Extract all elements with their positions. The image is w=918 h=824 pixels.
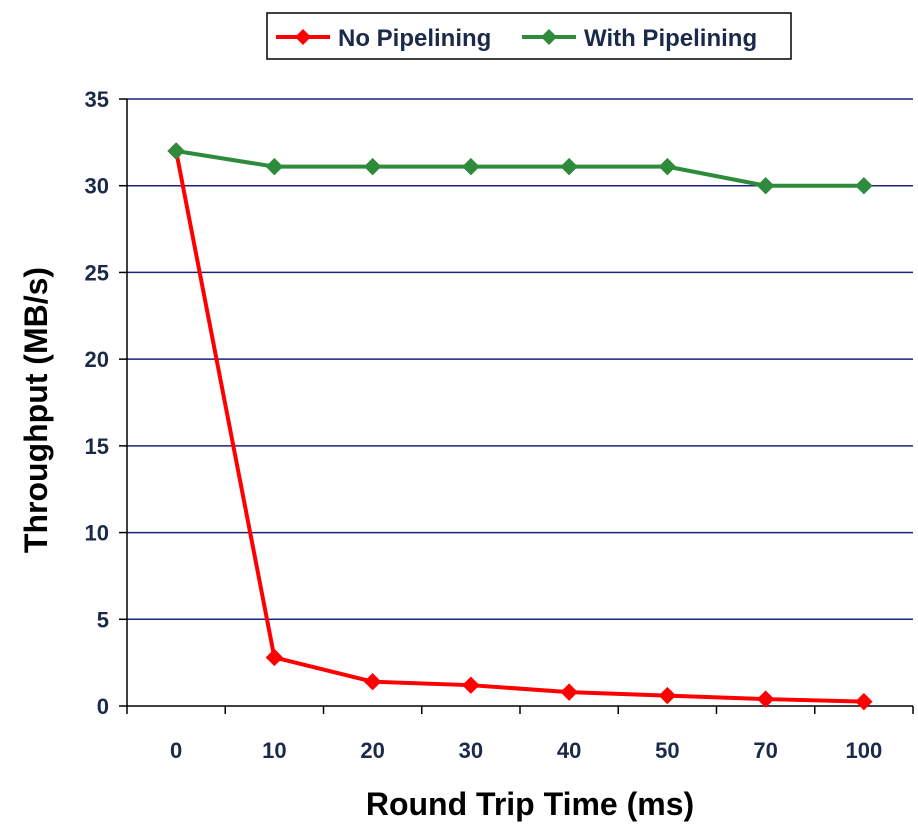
y-tick-label-15: 15 — [85, 434, 109, 459]
series-with-pipelining — [167, 142, 873, 195]
x-tick-label-30: 30 — [459, 738, 483, 763]
point-no-pipelining-50 — [658, 686, 677, 705]
point-with-pipelining-20 — [363, 157, 382, 176]
y-tick-label-30: 30 — [85, 174, 109, 199]
point-with-pipelining-40 — [560, 157, 578, 176]
point-with-pipelining-0 — [167, 142, 185, 160]
x-axis-title: Round Trip Time (ms) — [366, 786, 694, 822]
point-with-pipelining-100 — [855, 177, 873, 195]
point-no-pipelining-20 — [363, 673, 382, 691]
point-with-pipelining-30 — [462, 157, 480, 176]
legend-label-with-pipelining: With Pipelining — [584, 25, 757, 52]
axes — [119, 98, 914, 714]
series — [167, 142, 873, 711]
point-no-pipelining-10 — [265, 648, 284, 667]
y-tick-label-0: 0 — [97, 694, 109, 719]
y-tick-label-20: 20 — [85, 347, 109, 372]
point-with-pipelining-10 — [265, 157, 284, 176]
legend-marker-with-pipelining — [541, 29, 557, 45]
legend-marker-no-pipelining — [295, 29, 311, 45]
x-tick-label-50: 50 — [655, 738, 679, 763]
y-tick-label-25: 25 — [85, 260, 109, 285]
x-tick-label-0: 0 — [170, 738, 182, 763]
x-tick-label-70: 70 — [753, 738, 777, 763]
point-with-pipelining-70 — [756, 177, 775, 195]
y-tick-label-5: 5 — [97, 607, 109, 632]
series-no-pipelining — [167, 142, 873, 711]
point-no-pipelining-40 — [560, 683, 578, 701]
x-tick-label-100: 100 — [846, 738, 883, 763]
y-tick-label-35: 35 — [85, 87, 109, 112]
legend-item-with-pipelining: With Pipelining — [522, 25, 757, 52]
x-tick-label-40: 40 — [557, 738, 581, 763]
point-no-pipelining-100 — [855, 692, 873, 711]
x-tick-label-20: 20 — [360, 738, 384, 763]
series-line-with-pipelining — [175, 149, 864, 188]
gridlines — [127, 98, 913, 621]
legend-item-no-pipelining: No Pipelining — [276, 25, 491, 52]
legend: No Pipelining With Pipelining — [266, 12, 792, 60]
point-with-pipelining-50 — [658, 157, 677, 176]
x-tick-label-10: 10 — [262, 738, 286, 763]
y-tick-label-10: 10 — [85, 521, 109, 546]
legend-label-no-pipelining: No Pipelining — [338, 25, 491, 52]
series-line-no-pipelining — [174, 150, 864, 704]
point-no-pipelining-30 — [462, 676, 480, 694]
point-no-pipelining-70 — [756, 690, 775, 708]
tick-labels: 0 5 10 15 20 25 30 35 0 10 20 30 40 50 70 100 — [85, 87, 883, 763]
y-axis-title: Throughput (MB/s) — [18, 267, 54, 553]
